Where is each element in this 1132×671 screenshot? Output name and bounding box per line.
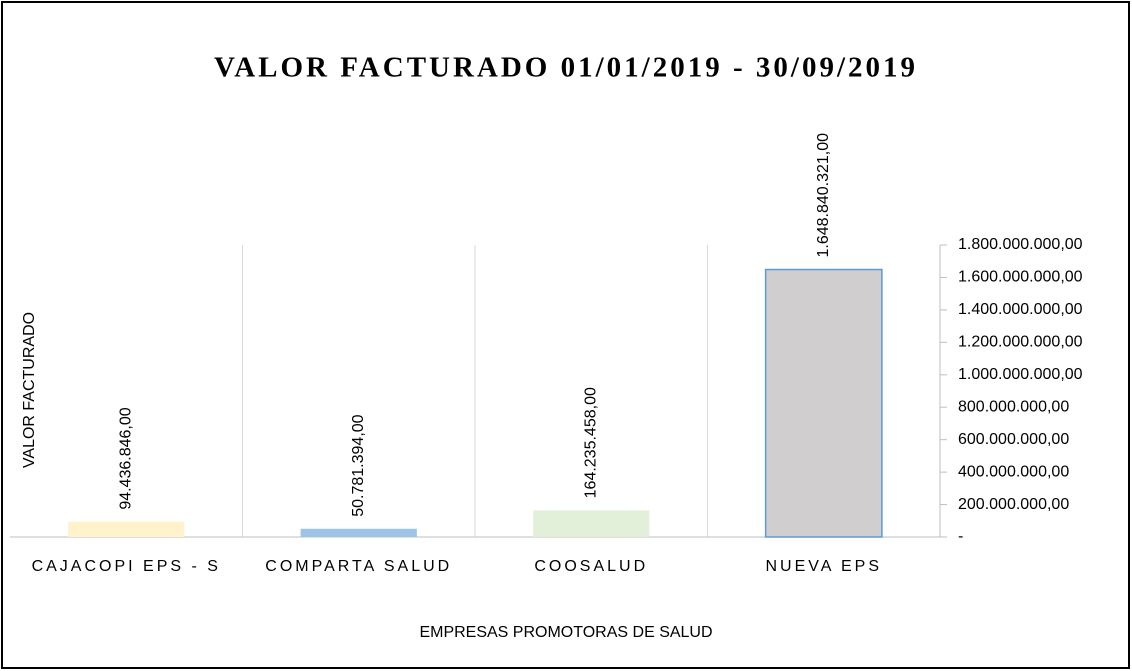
y-tick-label: 1.800.000.000,00 [958, 236, 1083, 253]
y-tick-label: 400.000.000,00 [958, 463, 1069, 480]
y-tick-label: 1.600.000.000,00 [958, 269, 1083, 286]
x-tick-label: COMPARTA SALUD [265, 558, 452, 575]
data-label: 164.235.458,00 [582, 387, 599, 498]
bar [300, 528, 417, 537]
data-label: 50.781.394,00 [350, 414, 367, 516]
y-tick-label: 1.200.000.000,00 [958, 334, 1083, 351]
y-tick-label: 1.000.000.000,00 [958, 366, 1083, 383]
bar [533, 510, 650, 537]
bar [68, 521, 185, 537]
y-tick-label: 800.000.000,00 [958, 398, 1069, 415]
data-label: 1.648.840.321,00 [815, 133, 832, 258]
x-tick-label: COOSALUD [534, 558, 648, 575]
y-tick-label: 200.000.000,00 [958, 496, 1069, 513]
x-tick-label: CAJACOPI EPS - S [32, 558, 221, 575]
y-tick-label: - [958, 528, 963, 545]
y-axis-label: VALOR FACTURADO [21, 312, 38, 468]
chart-title: VALOR FACTURADO 01/01/2019 - 30/09/2019 [214, 52, 918, 84]
x-tick-label: NUEVA EPS [765, 558, 882, 575]
y-tick-label: 600.000.000,00 [958, 431, 1069, 448]
data-label: 94.436.846,00 [117, 407, 134, 509]
y-tick-label: 1.400.000.000,00 [958, 301, 1083, 318]
x-axis-label: EMPRESAS PROMOTORAS DE SALUD [419, 624, 712, 641]
bar [764, 268, 883, 538]
